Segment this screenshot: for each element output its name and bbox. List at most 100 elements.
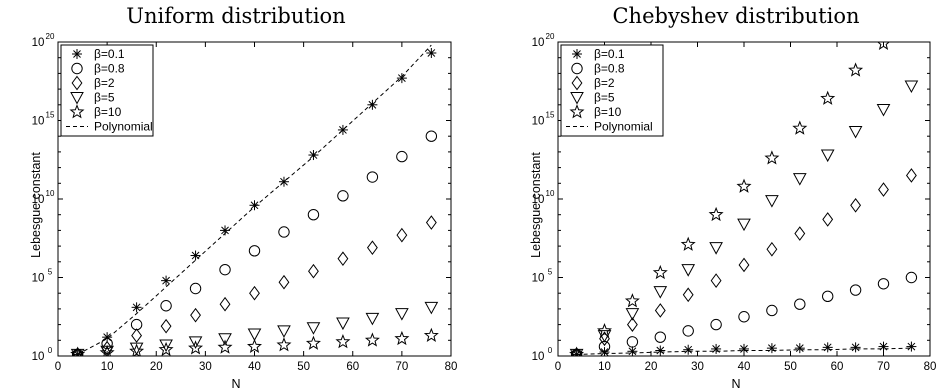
series-0-8-point: [794, 298, 806, 310]
series-10-point: [247, 338, 262, 353]
y-tick-exponent: 5: [548, 268, 553, 277]
series-10-point: [792, 120, 808, 135]
series-2-point: [738, 257, 750, 273]
series-2-point: [878, 182, 889, 197]
series-0-1-point: [308, 150, 319, 161]
series-0-8-point: [396, 150, 408, 163]
series-5-point: [306, 322, 321, 335]
series-5-point: [277, 325, 291, 338]
series-0-8-point: [654, 331, 666, 343]
y-tick-label: 10: [32, 351, 45, 363]
series-10-point: [708, 206, 724, 222]
legend-0-1-label: β=0.1: [94, 47, 125, 61]
legend-10-swatch: [569, 104, 585, 119]
series-10-point: [736, 178, 752, 193]
x-tick-label: 70: [395, 361, 408, 373]
y-axis-label: Lebesgue constant: [529, 152, 543, 258]
chebyshev-distribution-chart: Chebyshev distribution N Lebesgue consta…: [529, 4, 936, 391]
series-0-1-point: [683, 344, 694, 355]
series-0-8-point: [738, 311, 750, 323]
x-tick-label: 80: [445, 361, 458, 373]
series-5-point: [681, 264, 696, 277]
series-10-point: [394, 330, 410, 346]
series-0-1-point: [822, 342, 833, 353]
legend-10-label: β=10: [594, 105, 622, 119]
legend-0-1-swatch: [572, 49, 582, 59]
series-2-point: [850, 197, 862, 213]
series-10-point: [569, 346, 585, 356]
uniform-distribution-chart: Uniform distribution N Lebesgue constant…: [29, 4, 457, 391]
series-0-8-point: [822, 290, 834, 303]
series-0-8-point: [849, 284, 862, 296]
series-10-point: [188, 340, 204, 355]
y-tick-label: 10: [532, 37, 545, 49]
series-0-8-point: [160, 300, 172, 312]
series-2-point: [766, 241, 778, 257]
series-10-point: [820, 90, 836, 105]
series-0-1-point: [249, 200, 260, 211]
series-0-1-point: [906, 341, 917, 352]
series-0-8-point: [248, 245, 261, 257]
y-tick-exponent: 20: [46, 32, 55, 41]
series-5-point: [218, 333, 232, 346]
series-polynomial-line: [77, 44, 432, 355]
chart-title: Chebyshev distribution: [612, 4, 859, 28]
x-tick-label: 50: [297, 361, 310, 373]
series-5-point: [737, 218, 751, 232]
series-5-point: [336, 317, 350, 331]
series-5-point: [365, 312, 380, 326]
series-0-8-point: [366, 171, 379, 183]
series-2-point: [425, 215, 437, 230]
series-10-point: [305, 335, 321, 350]
x-tick-label: 20: [150, 361, 163, 373]
series-10-point: [423, 327, 439, 342]
series-0-8-point: [877, 278, 890, 290]
y-tick-label: 10: [32, 273, 45, 285]
x-tick-label: 0: [555, 361, 561, 373]
y-tick-exponent: 10: [46, 189, 55, 198]
series-2-point: [822, 212, 834, 227]
series-0-8-point: [307, 209, 320, 221]
x-tick-label: 10: [598, 361, 611, 373]
x-tick-label: 0: [55, 361, 61, 373]
legend-box: [560, 44, 664, 137]
y-tick-exponent: 15: [46, 111, 55, 120]
series-10-point: [70, 346, 86, 356]
series-10-point: [99, 344, 115, 356]
series-5-point: [792, 173, 807, 186]
series-0-1-point: [190, 250, 201, 261]
legend-5-swatch: [70, 92, 84, 105]
series-10-point: [276, 337, 292, 352]
x-axis-label: N: [231, 377, 240, 391]
series-2-point: [794, 226, 806, 241]
series-2-point: [190, 307, 201, 323]
series-5-point: [876, 104, 891, 117]
series-2-point: [219, 296, 231, 312]
series-5-point: [625, 308, 640, 321]
series-0-8-point: [101, 337, 113, 350]
data-layer: [569, 42, 919, 356]
series-2-point: [278, 274, 290, 290]
legend-0-8-label: β=0.8: [94, 62, 125, 76]
legend-box: [60, 44, 154, 137]
series-2-point: [131, 328, 143, 343]
x-tick-label: 40: [248, 361, 261, 373]
x-tick-label: 30: [199, 361, 212, 373]
series-2-point: [905, 168, 917, 183]
x-tick-label: 60: [831, 361, 844, 373]
series-0-1-point: [396, 73, 407, 84]
legend-10-label: β=10: [94, 105, 122, 119]
series-10-point: [158, 341, 174, 356]
legend-5-label: β=5: [94, 91, 115, 105]
series-2-point: [366, 240, 378, 256]
series-2-point: [626, 317, 638, 332]
y-tick-exponent: 5: [48, 268, 53, 277]
series-5-point: [765, 195, 779, 208]
series-10-point: [624, 293, 640, 308]
series-0-1-point: [131, 302, 142, 313]
series-2-point: [308, 263, 319, 279]
series-5-point: [653, 286, 668, 299]
